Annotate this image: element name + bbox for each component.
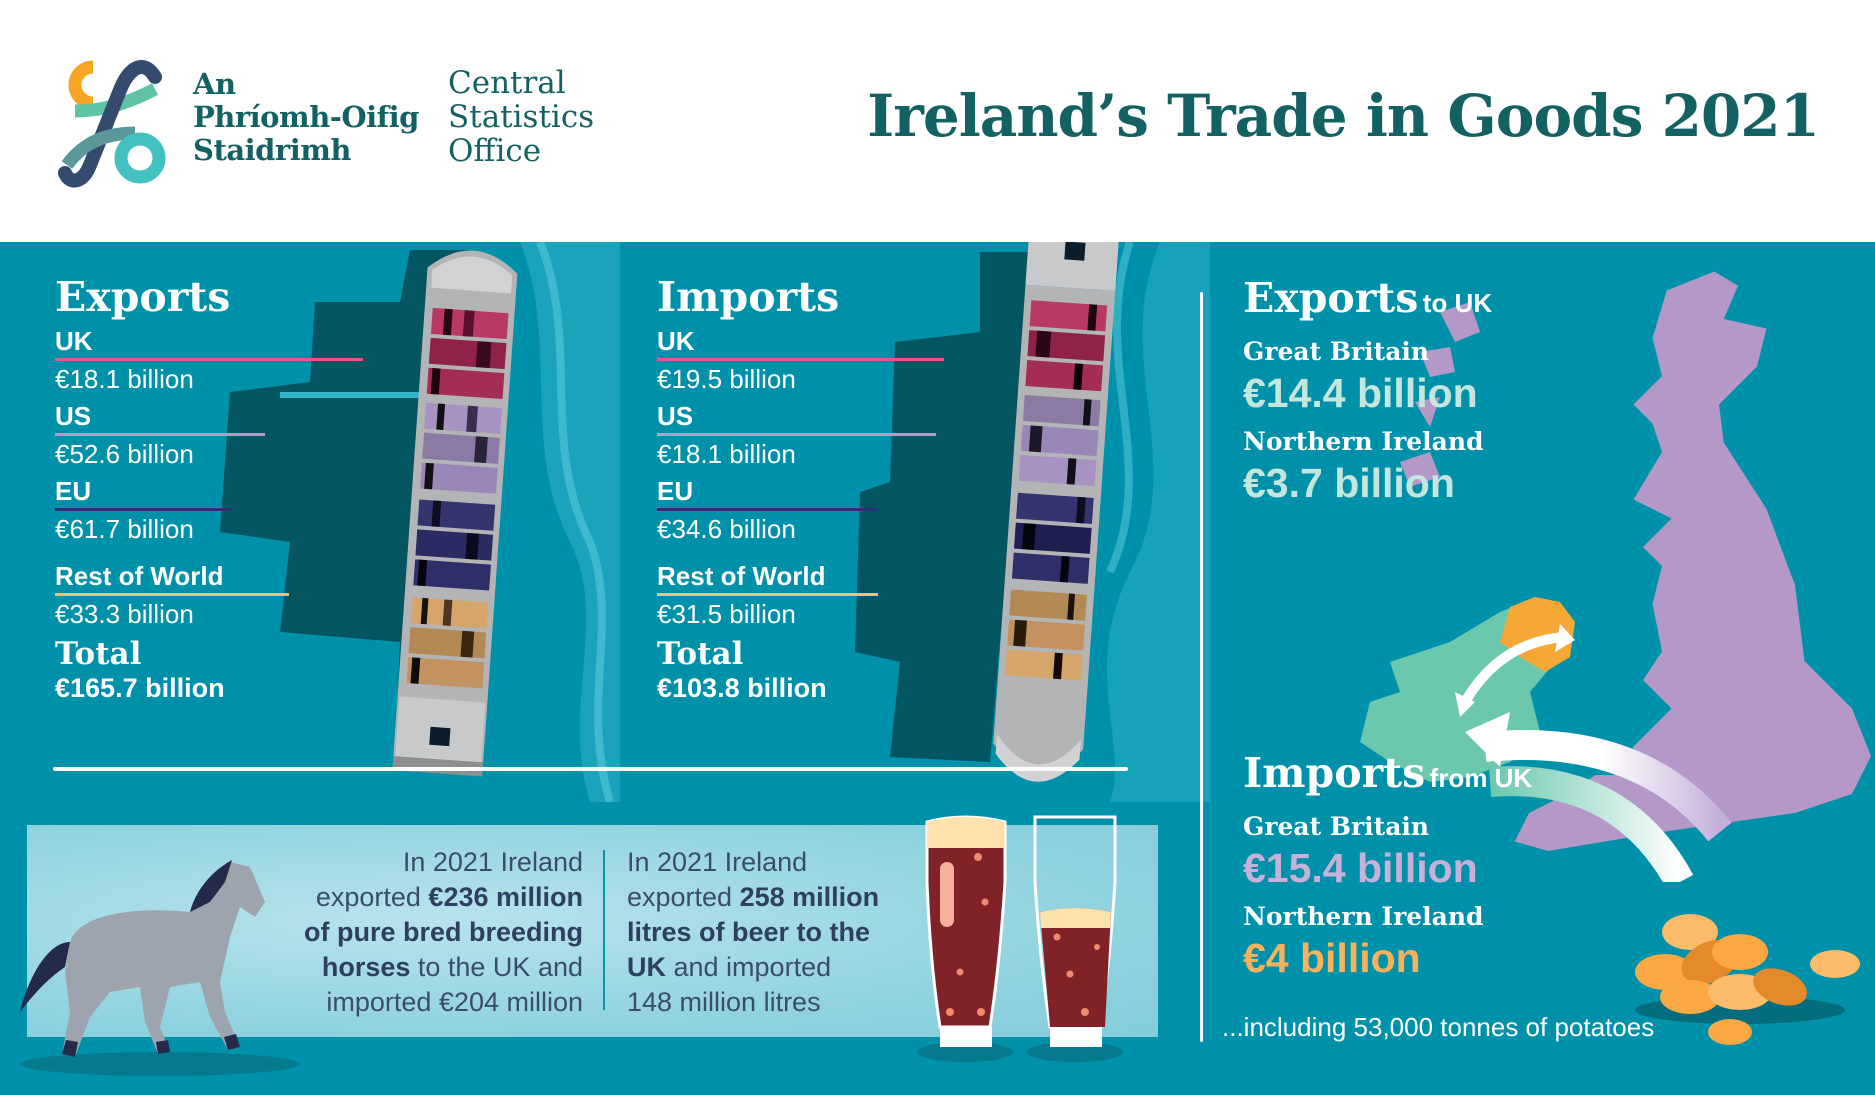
logo-english-name: Central Statistics Office (448, 66, 594, 168)
region-label: EU (55, 476, 92, 506)
exports-to-uk: Exports to UK Great Britain €14.4 billio… (1243, 272, 1492, 516)
region-value: €34.6 billion (657, 514, 796, 544)
horses-fact: In 2021 Ireland exported €236 million of… (280, 845, 583, 1020)
region-label: US (55, 401, 92, 431)
imports-row-rest-of-world: Rest of World €31.5 billion (657, 561, 944, 632)
exports-row-rest-of-world: Rest of World €33.3 billion (55, 561, 363, 632)
uk-color-rule (55, 358, 363, 361)
potatoes-icon (1635, 914, 1860, 1045)
region-label: Rest of World (657, 561, 826, 591)
exports-total-label: Total (55, 636, 142, 672)
fact-highlight: of pure bred breeding (303, 917, 583, 947)
cso-logo-icon (58, 60, 166, 188)
heading-sub: from UK (1429, 763, 1533, 793)
fact-highlight: 258 million (739, 882, 880, 912)
us-color-rule (657, 433, 936, 436)
region-value: €18.1 billion (657, 439, 796, 469)
logo-irish-line: Phríomh-Oifig (193, 100, 419, 134)
logo-irish-name: An Phríomh-Oifig Staidrimh (193, 68, 419, 167)
heading-sub: to UK (1422, 288, 1493, 318)
logo-irish-line: Staidrimh (193, 133, 351, 167)
page-title: Ireland’s Trade in Goods 2021 (867, 82, 1820, 150)
export-container-ship-icon (392, 250, 518, 777)
fact-line: exported (627, 882, 740, 912)
great-britain-label: Great Britain (1243, 337, 1430, 366)
fact-line: In 2021 Ireland (402, 847, 583, 877)
imports-from-uk: Imports from UK Great Britain €15.4 bill… (1243, 747, 1532, 991)
horse-icon (20, 860, 300, 1076)
beer-fact: In 2021 Ireland exported 258 million lit… (627, 845, 927, 1020)
logo-english-line: Office (448, 133, 542, 169)
region-label: EU (657, 476, 694, 506)
imports-heading: Imports (657, 273, 840, 321)
fact-highlight: UK (627, 952, 666, 982)
exports-row-eu: EU €61.7 billion (55, 476, 363, 547)
logo-irish-line: An (193, 67, 236, 101)
heading-main: Imports (1243, 749, 1426, 797)
beer-glasses-icon (917, 815, 1123, 1062)
region-label: UK (55, 326, 93, 356)
northern-ireland-exports-value: €3.7 billion (1243, 460, 1455, 506)
exports-total-value: €165.7 billion (55, 673, 225, 703)
region-label: UK (657, 326, 695, 356)
uk-ireland-map-icon (1360, 271, 1871, 882)
baseline-divider (53, 767, 1128, 771)
exports-heading: Exports (55, 273, 231, 321)
great-britain-exports-value: €14.4 billion (1243, 370, 1478, 416)
exports-row-us: US €52.6 billion (55, 401, 363, 472)
northern-ireland-label: Northern Ireland (1243, 902, 1484, 931)
eu-color-rule (55, 508, 231, 511)
fact-highlight: €236 million (428, 882, 583, 912)
fact-line: exported (315, 882, 429, 912)
imports-breakdown: Imports UK €19.5 billion US €18.1 billio… (657, 272, 944, 704)
great-britain-label: Great Britain (1243, 812, 1430, 841)
region-value: €31.5 billion (657, 599, 796, 629)
imports-row-eu: EU €34.6 billion (657, 476, 944, 547)
imports-total-value: €103.8 billion (657, 673, 827, 703)
imports-row-uk: UK €19.5 billion (657, 326, 944, 397)
region-value: €61.7 billion (55, 514, 194, 544)
fact-line: and imported (666, 952, 832, 982)
import-container-ship-icon (993, 242, 1120, 782)
northern-ireland-label: Northern Ireland (1243, 427, 1484, 456)
fact-highlight: horses (321, 952, 411, 982)
us-color-rule (55, 433, 265, 436)
fact-line: 148 million litres (627, 987, 821, 1017)
region-value: €33.3 billion (55, 599, 194, 629)
exports-breakdown: Exports UK €18.1 billion US €52.6 billio… (55, 272, 363, 704)
rest-of-world-color-rule (657, 593, 878, 596)
potatoes-note: ...including 53,000 tonnes of potatoes (1222, 1012, 1655, 1042)
region-label: Rest of World (55, 561, 224, 591)
imports-from-uk-heading: Imports from UK (1243, 747, 1532, 809)
fact-highlight: litres of beer to the (627, 917, 871, 947)
exports-row-uk: UK €18.1 billion (55, 326, 363, 397)
region-value: €19.5 billion (657, 364, 796, 394)
facts-divider (603, 850, 605, 1010)
vertical-divider (1200, 292, 1203, 1042)
fact-line: In 2021 Ireland (627, 847, 808, 877)
header: An Phríomh-Oifig Staidrimh Central Stati… (0, 0, 1875, 242)
imports-total-label: Total (657, 636, 744, 672)
heading-main: Exports (1243, 274, 1419, 322)
logo-english-line: Central (448, 65, 566, 101)
region-label: US (657, 401, 694, 431)
logo-english-line: Statistics (448, 99, 595, 135)
uk-color-rule (657, 358, 944, 361)
main-panel: Exports UK €18.1 billion US €52.6 billio… (0, 242, 1875, 1095)
exports-to-uk-heading: Exports to UK (1243, 272, 1492, 334)
eu-color-rule (657, 508, 878, 511)
rest-of-world-color-rule (55, 593, 289, 596)
northern-ireland-imports-value: €4 billion (1243, 935, 1421, 981)
fact-line: to the UK and (410, 952, 583, 982)
region-value: €18.1 billion (55, 364, 194, 394)
region-value: €52.6 billion (55, 439, 194, 469)
imports-row-us: US €18.1 billion (657, 401, 944, 472)
fact-line: imported €204 million (326, 987, 583, 1017)
great-britain-imports-value: €15.4 billion (1243, 845, 1478, 891)
import-ship-shadow-icon (855, 242, 1210, 802)
